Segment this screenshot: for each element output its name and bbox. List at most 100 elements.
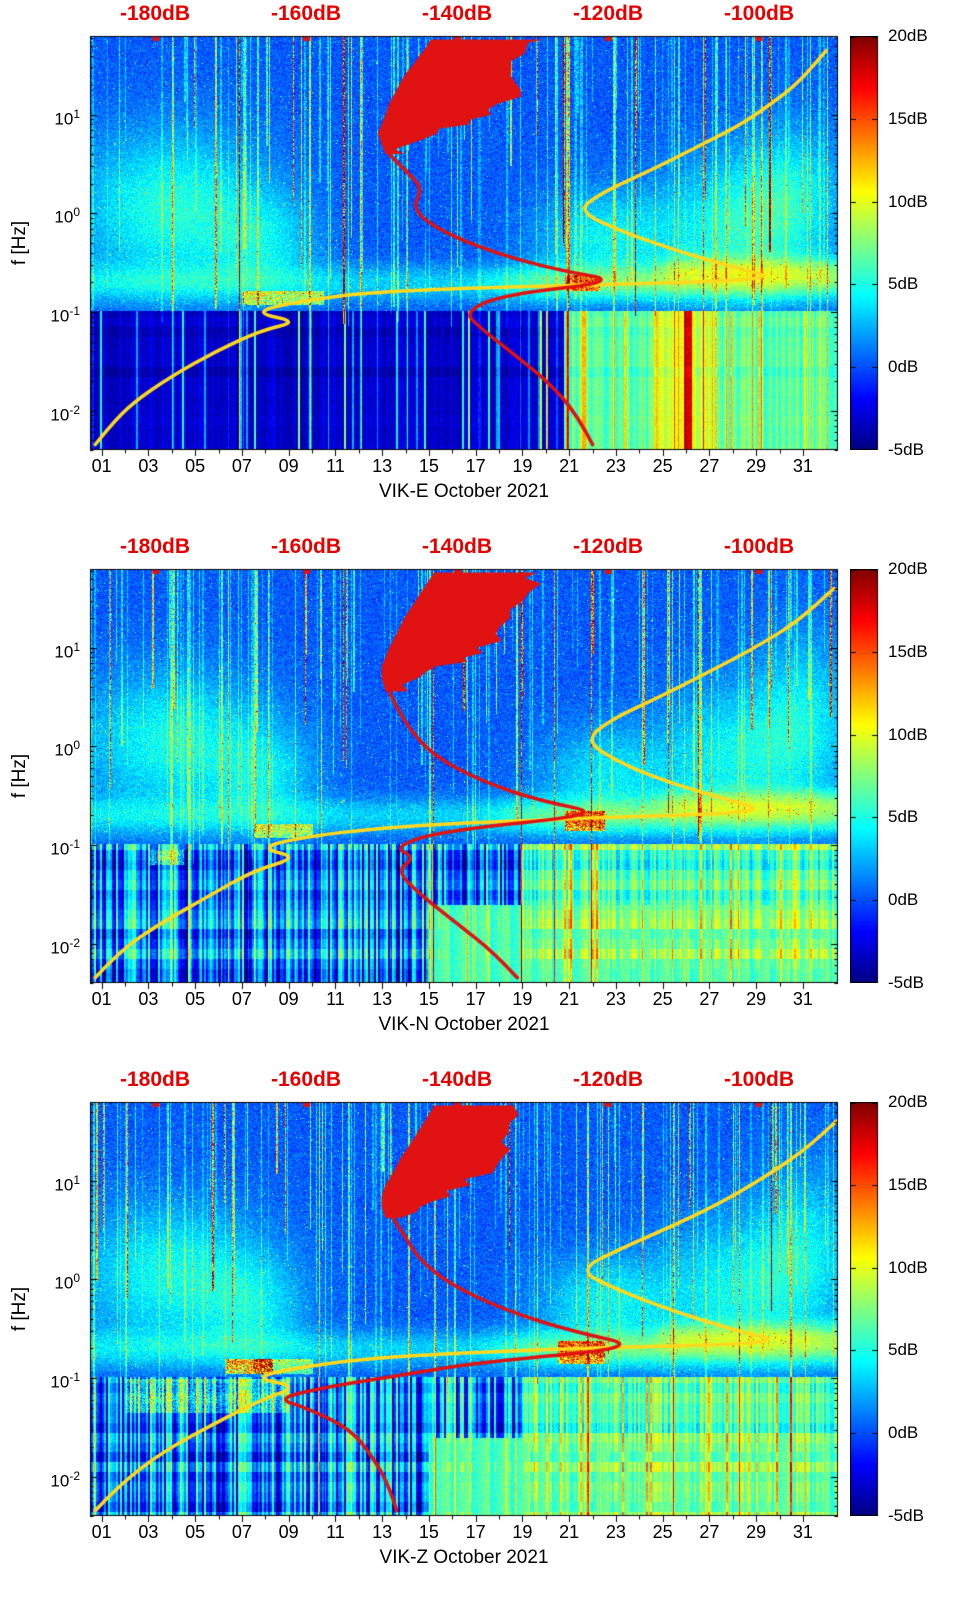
panel-title: VIK-N October 2021 <box>378 1014 550 1035</box>
colorbar-label: -5dB <box>888 1506 924 1525</box>
y-tick-label: 101 <box>54 106 80 129</box>
x-tick-label: 29 <box>746 989 767 1009</box>
x-tick-label: 31 <box>792 1522 813 1542</box>
colorbar <box>850 1102 880 1516</box>
top-axis-label: -120dB <box>572 1068 644 1091</box>
x-tick-label: 17 <box>465 456 486 476</box>
x-tick-label: 17 <box>465 1522 486 1542</box>
x-tick-label: 25 <box>652 456 673 476</box>
colorbar-label: -5dB <box>888 973 924 992</box>
colorbar-label: 5dB <box>888 1340 919 1360</box>
y-tick-label: 10-1 <box>50 304 80 326</box>
x-tick-label: 23 <box>605 456 626 476</box>
colorbar-label: 5dB <box>888 274 919 294</box>
x-tick-label: 15 <box>418 989 439 1009</box>
x-tick-label: 21 <box>559 456 580 476</box>
colorbar-label: -5dB <box>888 440 924 459</box>
x-tick-label: 01 <box>91 456 112 476</box>
y-tick-label: 10-2 <box>50 402 80 425</box>
colorbar-label: 15dB <box>888 641 928 661</box>
x-tick-label: 13 <box>372 1522 393 1542</box>
spectrogram-canvas <box>82 561 848 991</box>
colorbar-label: 5dB <box>888 807 919 827</box>
x-tick-label: 13 <box>372 456 393 476</box>
colorbar-label: 15dB <box>888 1174 928 1194</box>
y-tick-label: 100 <box>54 1271 80 1294</box>
x-tick-label: 07 <box>231 1522 252 1542</box>
colorbar <box>850 569 880 983</box>
colorbar-label: 0dB <box>888 890 919 910</box>
top-axis-label: -100dB <box>723 2 795 25</box>
y-tick-label: 10-1 <box>50 1370 80 1392</box>
x-tick-label: 19 <box>512 1522 533 1542</box>
top-axis-label: -100dB <box>723 1068 795 1091</box>
x-tick-label: 05 <box>185 456 206 476</box>
x-tick-label: 23 <box>605 1522 626 1542</box>
top-axis-label: -160dB <box>270 2 342 25</box>
x-tick-label: 27 <box>699 1522 720 1542</box>
top-axis-label: -160dB <box>270 1068 342 1091</box>
colorbar-label: 10dB <box>888 191 928 211</box>
x-tick-label: 09 <box>278 456 299 476</box>
x-tick-label: 29 <box>746 1522 767 1542</box>
spectrogram-canvas <box>82 1094 848 1524</box>
x-tick-label: 23 <box>605 989 626 1009</box>
x-tick-label: 27 <box>699 456 720 476</box>
x-tick-label: 03 <box>138 989 159 1009</box>
x-tick-label: 09 <box>278 989 299 1009</box>
top-axis-label: -140dB <box>421 1068 493 1091</box>
x-tick-label: 09 <box>278 1522 299 1542</box>
x-tick-label: 13 <box>372 989 393 1009</box>
top-axis-label: -100dB <box>723 535 795 558</box>
y-tick-label: 100 <box>54 205 80 228</box>
panel-title: VIK-Z October 2021 <box>379 1547 549 1568</box>
x-tick-label: 15 <box>418 456 439 476</box>
x-tick-label: 31 <box>792 989 813 1009</box>
x-tick-label: 11 <box>326 456 345 476</box>
x-tick-label: 21 <box>559 989 580 1009</box>
x-tick-label: 07 <box>231 456 252 476</box>
y-tick-label: 10-1 <box>50 837 80 859</box>
top-axis-label: -180dB <box>119 1068 191 1091</box>
x-tick-label: 05 <box>185 989 206 1009</box>
x-tick-label: 03 <box>138 456 159 476</box>
colorbar-label: 15dB <box>888 108 928 128</box>
spectrogram-panel-vik-n: -180dB -160dB -140dB -120dB -100dB f [Hz… <box>0 533 962 1066</box>
y-tick-label: 100 <box>54 738 80 761</box>
x-tick-label: 19 <box>512 456 533 476</box>
colorbar-label: 20dB <box>888 26 928 45</box>
x-tick-label: 03 <box>138 1522 159 1542</box>
spectrogram-panel-vik-z: -180dB -160dB -140dB -120dB -100dB f [Hz… <box>0 1066 962 1599</box>
y-tick-label: 10-2 <box>50 935 80 958</box>
x-tick-label: 19 <box>512 989 533 1009</box>
y-tick-label: 101 <box>54 639 80 662</box>
top-axis-label: -160dB <box>270 535 342 558</box>
top-axis-label: -180dB <box>119 535 191 558</box>
colorbar-label: 0dB <box>888 357 919 377</box>
panel-title: VIK-E October 2021 <box>378 481 550 502</box>
spectrogram-canvas <box>82 28 848 458</box>
spectrogram-panel-vik-e: -180dB -160dB -140dB -120dB -100dB f [Hz… <box>0 0 962 533</box>
x-tick-label: 25 <box>652 989 673 1009</box>
x-tick-label: 07 <box>231 989 252 1009</box>
x-tick-label: 31 <box>792 456 813 476</box>
x-tick-label: 11 <box>326 1522 345 1542</box>
colorbar <box>850 36 880 450</box>
x-tick-label: 01 <box>91 989 112 1009</box>
colorbar-label: 0dB <box>888 1423 919 1443</box>
top-axis-label: -120dB <box>572 535 644 558</box>
top-axis-label: -180dB <box>119 2 191 25</box>
y-tick-label: 101 <box>54 1172 80 1195</box>
top-axis-label: -140dB <box>421 535 493 558</box>
top-axis-label: -120dB <box>572 2 644 25</box>
x-tick-label: 29 <box>746 456 767 476</box>
colorbar-label: 20dB <box>888 559 928 578</box>
x-tick-label: 15 <box>418 1522 439 1542</box>
top-axis-label: -140dB <box>421 2 493 25</box>
x-tick-label: 11 <box>326 989 345 1009</box>
x-tick-label: 05 <box>185 1522 206 1542</box>
x-tick-label: 21 <box>559 1522 580 1542</box>
colorbar-label: 10dB <box>888 1257 928 1277</box>
colorbar-label: 20dB <box>888 1092 928 1111</box>
